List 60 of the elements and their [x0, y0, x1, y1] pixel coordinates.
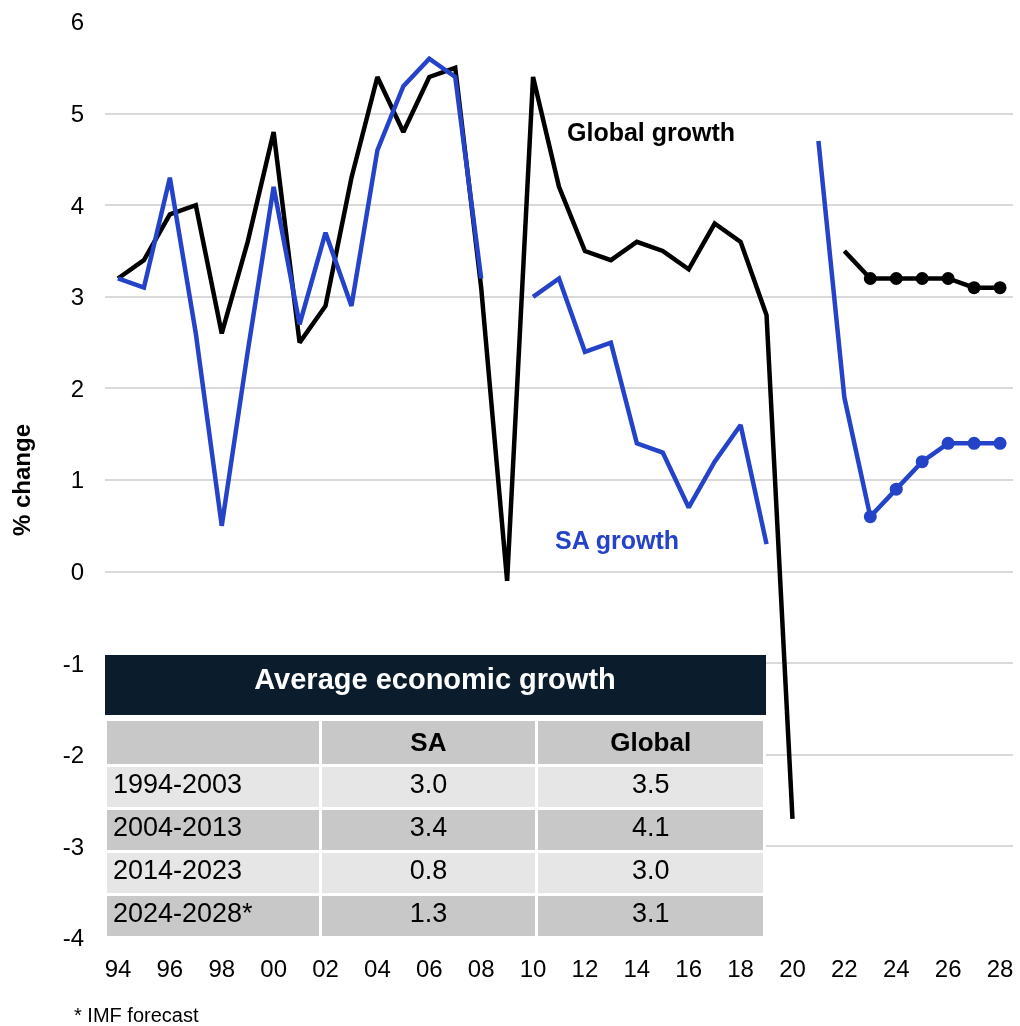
y-tick-label: -1 [62, 649, 84, 677]
series-label: SA growth [555, 526, 680, 554]
data-label: 4.1 [631, 812, 670, 843]
data-label: 3.1 [631, 898, 670, 929]
x-tick-label: 94 [104, 955, 132, 982]
x-tick-label: 04 [364, 955, 391, 982]
x-tick-label: 12 [571, 955, 599, 982]
point [889, 271, 903, 285]
x-tick-label: 22 [831, 955, 858, 982]
point [915, 271, 929, 285]
point [863, 271, 877, 285]
x-tick-label: 98 [208, 955, 236, 982]
category-label: 1994-2003 [113, 769, 243, 800]
x-tick-label: 14 [623, 955, 651, 982]
point [941, 436, 955, 450]
point [993, 281, 1007, 295]
y-tick-label: 4 [70, 191, 84, 219]
x-tick-label: 10 [519, 955, 547, 982]
y-tick-label: -3 [62, 832, 84, 860]
category-label: 2014-2023 [113, 855, 243, 886]
point [863, 510, 877, 524]
data-label: 1.3 [409, 898, 448, 929]
data-label: 3.4 [409, 812, 448, 843]
x-tick-label: 06 [415, 955, 443, 982]
data-label: 3.5 [631, 769, 670, 800]
data-label: 3.0 [409, 769, 448, 800]
category-label: 2004-2013 [113, 812, 243, 843]
series-label: Global [610, 727, 692, 757]
point [941, 271, 955, 285]
text: * IMF forecast [74, 1004, 199, 1026]
data-label: 0.8 [409, 855, 448, 886]
point [967, 436, 981, 450]
y-tick-label: 6 [70, 8, 84, 36]
point [993, 436, 1007, 450]
x-tick-label: 26 [934, 955, 962, 982]
x-tick-label: 00 [260, 955, 287, 982]
x-tick-label: 28 [986, 955, 1014, 982]
x-tick-label: 08 [467, 955, 495, 982]
point [889, 482, 903, 496]
x-tick-label: 24 [882, 955, 910, 982]
y-tick-label: 0 [70, 558, 84, 585]
x-tick-label: 16 [675, 955, 703, 982]
x-tick-label: 02 [312, 955, 339, 982]
y-tick-label: -4 [62, 924, 84, 952]
series-label: Global growth [567, 118, 736, 146]
y-tick-label: 2 [70, 374, 84, 402]
text: Average economic growth [254, 663, 616, 695]
y-tick-label: -2 [62, 741, 84, 769]
x-tick-label: 20 [779, 955, 806, 982]
category-label: 2024-2028* [113, 898, 254, 929]
y-tick-label: 1 [70, 466, 84, 494]
point [967, 281, 981, 295]
y-tick-label: 3 [70, 283, 84, 311]
data-label: 3.0 [631, 855, 670, 886]
series-label: SA [410, 727, 447, 757]
x-tick-label: 18 [727, 955, 754, 982]
x-tick-label: 96 [156, 955, 184, 982]
y-axis-title: % change [7, 423, 35, 537]
y-tick-label: 5 [70, 100, 84, 127]
point [915, 455, 929, 469]
